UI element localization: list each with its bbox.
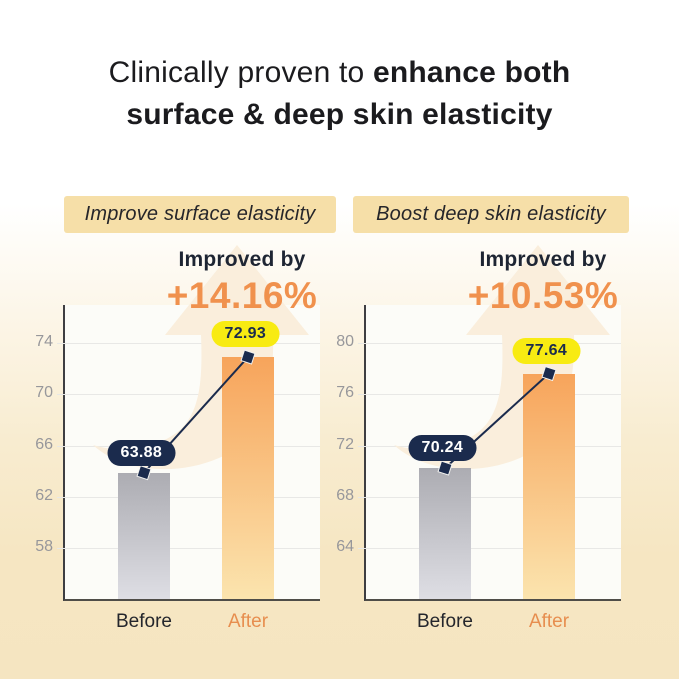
bar-chart-deep-elasticity: 80 76 72 68 64 Before After 70.24 77.64 [336,245,621,632]
value-label-after: 77.64 [512,337,581,364]
title-bold: enhance both [372,56,571,89]
y-axis-tick-label: 80 [336,333,354,351]
category-label-before: Before [116,611,172,632]
title-regular: Clinically proven to [108,56,365,89]
gridline [57,496,320,498]
category-label-after: After [227,611,269,632]
badge-deep-elasticity: Boost deep skin elasticity [353,196,629,233]
y-axis-tick-label: 74 [35,333,53,351]
title-line2: surface & deep skin elasticity [126,98,553,131]
value-label-after: 72.93 [211,321,280,348]
badge-surface-label: Improve surface elasticity [84,203,316,225]
gridline [358,547,621,549]
badge-surface-elasticity: Improve surface elasticity [64,196,336,233]
improved-by-label: Improved by [178,248,306,271]
trend-connector [136,349,256,481]
trend-connector [437,365,557,476]
y-axis-tick-label: 76 [336,384,354,402]
y-axis-tick-label: 66 [35,435,53,453]
bar-chart-surface-elasticity: 74 70 66 62 58 Before After 63.88 72.93 [35,245,320,632]
bar-before [118,472,170,599]
value-label-before: 70.24 [408,435,477,462]
y-axis-tick-label: 62 [35,486,53,504]
y-axis-tick-label: 64 [336,537,354,555]
category-label-before: Before [417,611,473,632]
gridline [57,547,320,549]
bar-before [419,468,471,599]
gridline [358,496,621,498]
y-axis-tick-label: 72 [336,435,354,453]
category-label-after: After [528,611,570,632]
improved-by-label: Improved by [479,248,607,271]
value-label-before: 63.88 [107,439,176,466]
y-axis-tick-label: 70 [35,384,53,402]
y-axis-tick-label: 68 [336,486,354,504]
badge-deep-label: Boost deep skin elasticity [376,203,606,225]
page-title: Clinically proven to enhance both surfac… [0,52,679,136]
y-axis-tick-label: 58 [35,537,53,555]
